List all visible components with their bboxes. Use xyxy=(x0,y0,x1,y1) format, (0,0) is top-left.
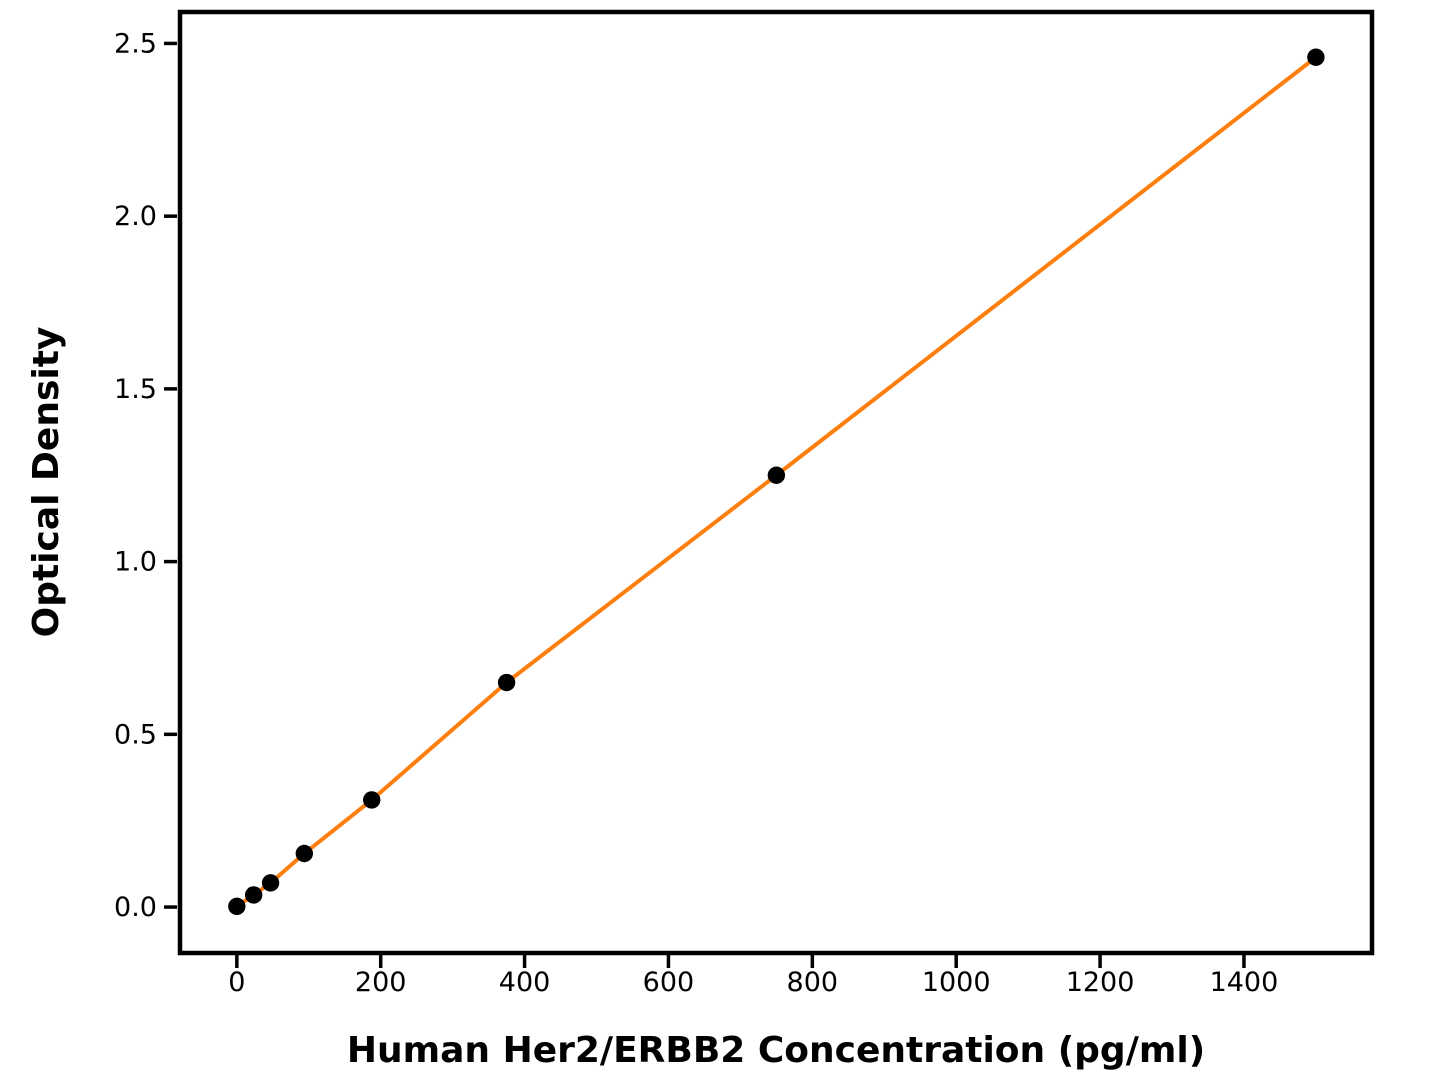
y-tick-label: 0.5 xyxy=(114,719,157,750)
data-point-marker xyxy=(363,791,381,809)
y-axis-label: Optical Density xyxy=(26,327,67,638)
y-tick-label: 2.0 xyxy=(114,201,157,232)
x-tick-label: 200 xyxy=(355,967,407,998)
data-point-marker xyxy=(767,466,786,484)
data-point-marker xyxy=(261,874,280,892)
y-tick-label: 0.0 xyxy=(114,892,157,923)
y-tick-label: 2.5 xyxy=(114,28,157,59)
y-tick-label: 1.5 xyxy=(114,374,157,405)
x-tick-label: 1000 xyxy=(922,967,991,998)
x-tick-label: 0 xyxy=(228,967,245,998)
data-point-marker xyxy=(295,844,314,863)
data-point-marker xyxy=(244,886,263,904)
data-point-marker xyxy=(497,673,516,692)
data-point-marker xyxy=(1307,48,1325,66)
y-tick-label: 1.0 xyxy=(114,547,157,578)
x-tick-label: 600 xyxy=(643,967,695,998)
x-axis-label: Human Her2/ERBB2 Concentration (pg/ml) xyxy=(347,1030,1205,1071)
data-point-marker xyxy=(228,897,246,916)
x-tick-label: 400 xyxy=(499,967,551,998)
x-tick-label: 800 xyxy=(787,967,839,998)
x-tick-label: 1400 xyxy=(1210,967,1279,998)
plot-area: 0 200 400 600 800 1000 1200 1400 0.0 0.5 1.0 1.5 2.0… xyxy=(114,9,1375,998)
plot-border xyxy=(177,9,1375,956)
x-tick-label: 1200 xyxy=(1066,967,1135,998)
